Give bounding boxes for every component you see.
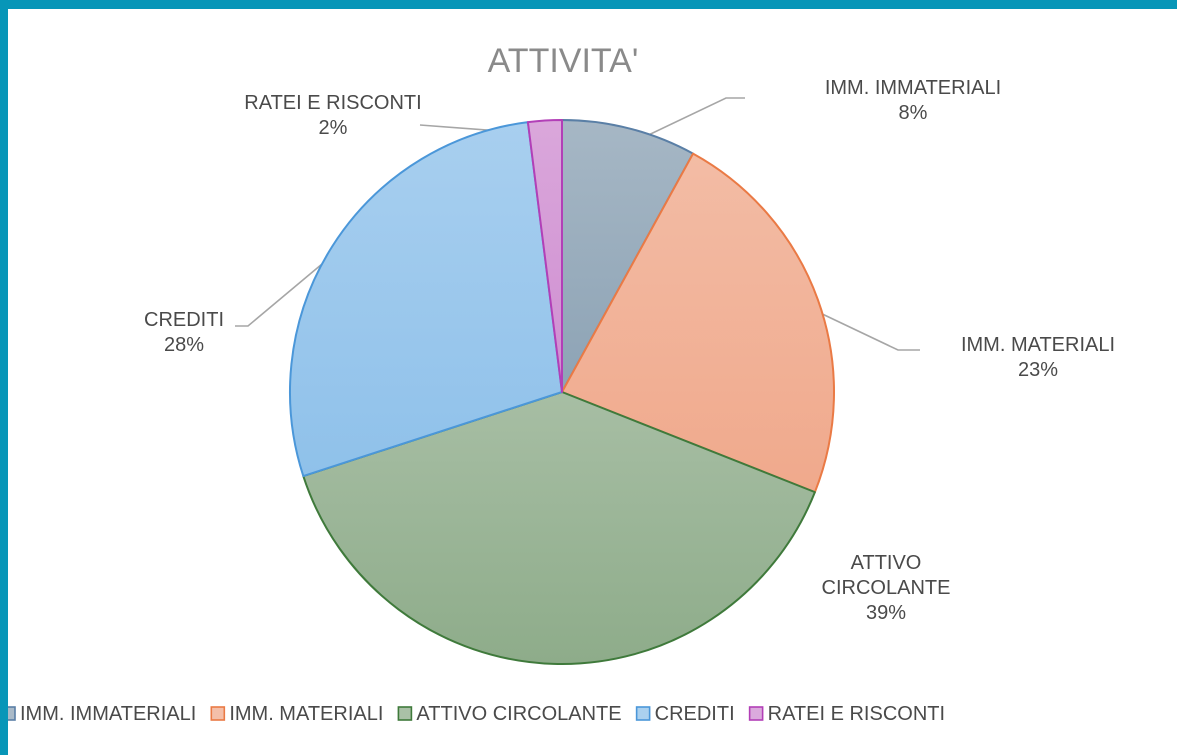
data-label-category: IMM. MATERIALI [961,334,1115,356]
leader-line-imm-immateriali [637,97,745,141]
pie-chart: ATTIVITA' IMM. IMMATERIALI 8% IMM. MATERIA… [8,42,1115,725]
legend-marker-attivo-circolante [397,706,413,721]
data-label-percent: 2% [319,117,348,139]
data-labels: IMM. IMMATERIALI 8% IMM. MATERIALI 23% ATTIV… [144,77,1115,624]
data-label-attivo-circolante: ATTIVO CIRCOLANTE 39% [822,552,951,624]
pie-slice-attivo-circolante [302,391,816,665]
data-label-percent: 39% [866,602,906,624]
data-label-imm-materiali: IMM. MATERIALI 23% [961,334,1115,381]
data-label-percent: 8% [899,102,928,124]
pie-slice-imm-materiali [561,152,835,494]
legend-marker-crediti [635,706,651,721]
legend-label-imm-immateriali: IMM. IMMATERIALI [20,703,196,725]
data-label-crediti: CREDITI 28% [144,309,224,356]
data-label-percent: 28% [164,334,204,356]
data-label-category: ATTIVO [851,552,922,574]
data-label-ratei-e-risconti: RATEI E RISCONTI 2% [244,92,421,139]
legend-label-attivo-circolante: ATTIVO CIRCOLANTE [416,703,621,725]
pie-slices [289,118,835,665]
data-label-category: CIRCOLANTE [822,577,951,599]
leader-line-crediti [235,258,329,327]
chart-area: ATTIVITA' IMM. IMMATERIALI 8% IMM. MATERIA… [8,9,1177,755]
data-label-category: CREDITI [144,309,224,331]
data-label-category: IMM. IMMATERIALI [825,77,1001,99]
chart-title: ATTIVITA' [488,42,639,80]
legend-label-crediti: CREDITI [655,703,735,725]
data-label-category: RATEI E RISCONTI [244,92,421,114]
legend-label-imm-materiali: IMM. MATERIALI [229,703,383,725]
leader-line-imm-materiali [815,310,920,351]
pie-slice-ratei-e-risconti [526,118,563,393]
pie-slice-crediti [289,121,563,478]
data-label-percent: 23% [1018,359,1058,381]
legend-marker-imm-immateriali [8,706,16,721]
legend-marker-ratei-e-risconti [748,706,764,721]
legend-label-ratei-e-risconti: RATEI E RISCONTI [768,703,945,725]
legend: IMM. IMMATERIALI IMM. MATERIALI ATTIVO CIR… [8,703,945,725]
legend-marker-imm-materiali [210,706,226,721]
data-label-imm-immateriali: IMM. IMMATERIALI 8% [825,77,1001,124]
pie-slice-imm-immateriali [561,119,695,393]
